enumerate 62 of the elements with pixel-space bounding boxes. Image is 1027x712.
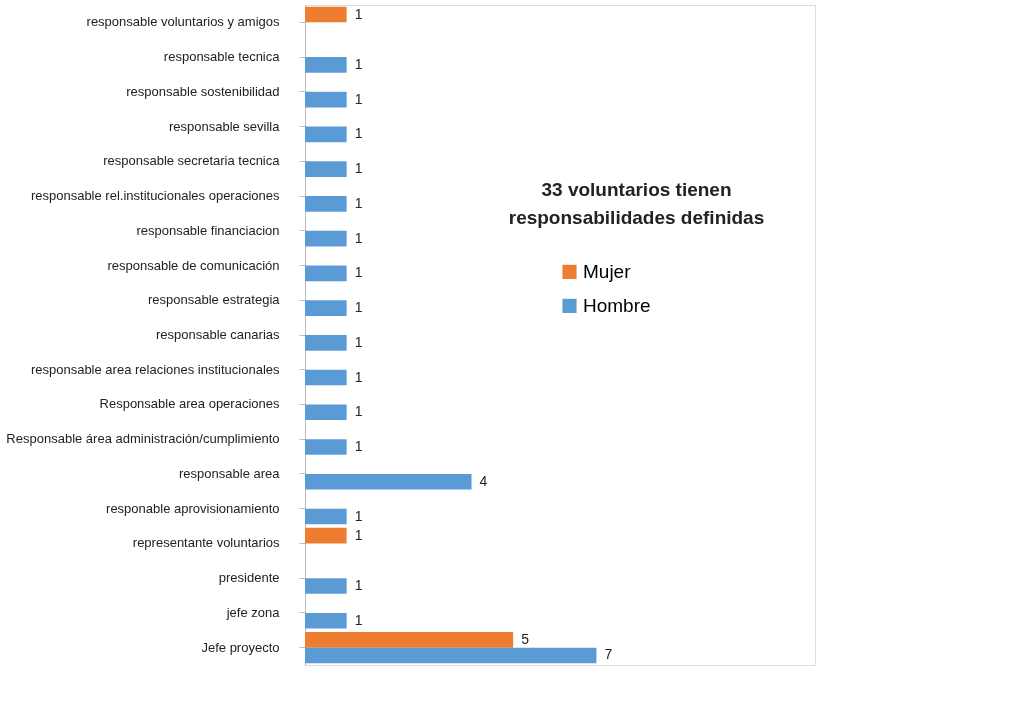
y-tick-label: responsable area relaciones institucionales	[30, 361, 280, 377]
data-label: 1	[354, 368, 363, 385]
y-tick-label: responsable financiacion	[136, 222, 280, 238]
data-label: 1	[354, 264, 363, 281]
bar	[305, 527, 347, 544]
y-tick-label: Jefe proyecto	[201, 639, 280, 655]
data-label: 7	[604, 646, 613, 663]
y-tick-label: representante voluntarios	[132, 535, 280, 551]
y-tick-label: responsable area	[179, 465, 281, 481]
data-label: 1	[354, 5, 363, 22]
y-tick-label: responsable tecnica	[163, 49, 281, 65]
y-tick-label: responsable sostenibilidad	[126, 83, 280, 99]
bar	[305, 126, 347, 143]
y-tick-label: responsable estrategia	[147, 292, 281, 308]
bar	[305, 404, 347, 421]
bar	[305, 578, 347, 594]
bar	[305, 91, 347, 108]
data-label: 4	[479, 472, 488, 489]
y-tick-label: responsable rel.institucionales operaciones	[30, 188, 280, 204]
bar	[305, 508, 347, 525]
data-label: 1	[354, 160, 363, 177]
bar	[305, 473, 472, 490]
bar	[305, 647, 597, 664]
y-tick-label: presidente	[218, 570, 280, 586]
data-label: 1	[354, 90, 363, 107]
data-label: 1	[354, 438, 363, 455]
bar	[305, 230, 347, 247]
legend-label: Hombre	[583, 294, 651, 316]
bar	[305, 196, 347, 212]
y-tick-label: responsable secretaria tecnica	[103, 153, 281, 169]
bar	[305, 265, 347, 282]
y-tick-label: responsable sevilla	[168, 118, 281, 134]
bar	[305, 6, 347, 23]
data-label: 1	[354, 526, 363, 543]
data-label: 1	[354, 611, 363, 628]
data-label: 1	[354, 333, 363, 350]
y-tick-label: responable aprovisionamiento	[106, 500, 280, 516]
bar	[305, 335, 347, 351]
bar	[305, 369, 347, 386]
data-label: 1	[354, 229, 363, 246]
text: 33 voluntarios tienen responsabilidades definidas	[508, 178, 765, 228]
data-label: 1	[354, 507, 363, 524]
bar	[305, 57, 347, 73]
data-label: 1	[354, 299, 363, 316]
legend-label: Mujer	[583, 260, 632, 282]
data-label: 1	[354, 55, 363, 72]
y-tick-label: responsable de comunicación	[107, 257, 280, 273]
bar	[305, 300, 347, 316]
bar	[305, 632, 514, 648]
y-tick-label: Responsable área administración/cumplimiento	[6, 431, 280, 447]
y-tick-label: responsable voluntarios y amigos	[86, 14, 280, 30]
y-tick-label: jefe zona	[225, 604, 281, 620]
bar	[305, 161, 347, 177]
data-label: 1	[354, 125, 363, 142]
bar	[305, 439, 347, 455]
data-label: 5	[521, 630, 530, 647]
y-tick-label: Responsable area operaciones	[99, 396, 280, 412]
data-label: 1	[354, 194, 363, 211]
data-label: 1	[354, 403, 363, 420]
bar	[305, 612, 347, 629]
y-tick-label: responsable canarias	[155, 327, 280, 342]
data-label: 1	[354, 576, 363, 593]
